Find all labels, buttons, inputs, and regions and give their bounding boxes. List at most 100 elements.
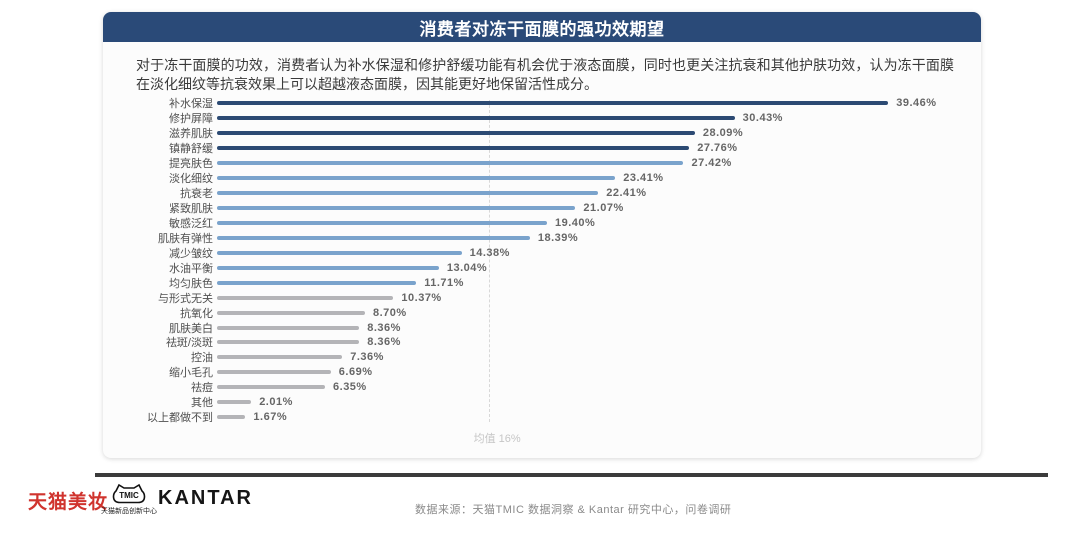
bar [217, 161, 684, 166]
card-header: 消费者对冻干面膜的强功效期望 [103, 12, 981, 42]
category-label: 祛痘 [191, 382, 213, 395]
bar [217, 191, 599, 196]
bar [217, 220, 548, 225]
bar-track: 8.36% [217, 336, 957, 348]
chart-row: 肌肤有弹性 18.39% [103, 230, 981, 245]
bar-track: 30.43% [217, 112, 957, 124]
bar [217, 101, 889, 106]
value-label: 6.35% [333, 381, 367, 394]
chart-row: 镇静舒缓 27.76% [103, 141, 981, 156]
bar-track: 10.37% [217, 292, 957, 304]
bar [217, 250, 462, 255]
chart-row: 与形式无关 10.37% [103, 290, 981, 305]
chart-row: 抗衰老 22.41% [103, 186, 981, 201]
chart-row: 水油平衡 13.04% [103, 260, 981, 275]
page-title: 消费者对冻干面膜的强功效期望 [419, 19, 665, 39]
category-label: 水油平衡 [169, 262, 213, 275]
bar [217, 310, 365, 315]
value-label: 13.04% [446, 261, 488, 274]
category-label: 滋养肌肤 [169, 128, 213, 141]
category-label: 减少皱纹 [169, 247, 213, 260]
bar [217, 131, 695, 136]
bar [217, 370, 331, 375]
category-label: 抗氧化 [180, 307, 213, 320]
bar-track: 11.71% [217, 277, 957, 289]
chart-row: 祛斑/淡斑 8.36% [103, 335, 981, 350]
category-label: 控油 [191, 352, 213, 365]
bar-track: 7.36% [217, 351, 957, 363]
bar [217, 340, 360, 345]
chart-row: 控油 7.36% [103, 350, 981, 365]
bar [217, 325, 360, 330]
chart-row: 淡化细纹 23.41% [103, 171, 981, 186]
bar [217, 235, 530, 240]
bar [217, 116, 735, 121]
bar [217, 265, 439, 270]
tmic-logo-subtext: 天猫新品创新中心 [101, 508, 157, 515]
description-text: 对于冻干面膜的功效，消费者认为补水保湿和修护舒缓功能有机会优于液态面膜，同时也更… [136, 57, 954, 92]
bar-track: 13.04% [217, 262, 957, 274]
bar [217, 146, 690, 151]
bar-track: 6.35% [217, 381, 957, 393]
chart-row: 紧致肌肤 21.07% [103, 201, 981, 216]
chart-row: 肌肤美白 8.36% [103, 320, 981, 335]
chart-row: 减少皱纹 14.38% [103, 245, 981, 260]
bar [217, 295, 394, 300]
category-label: 祛斑/淡斑 [165, 337, 213, 350]
bar-track: 21.07% [217, 202, 957, 214]
bar-track: 39.46% [217, 97, 957, 109]
bar-track: 8.70% [217, 307, 957, 319]
chart-row: 敏感泛红 19.40% [103, 216, 981, 231]
value-label: 39.46% [896, 97, 937, 110]
value-label: 21.07% [583, 202, 624, 215]
category-label: 补水保湿 [169, 98, 213, 111]
value-label: 30.43% [742, 112, 783, 125]
chart-row: 滋养肌肤 28.09% [103, 126, 981, 141]
value-label: 22.41% [606, 187, 647, 200]
bar-track: 18.39% [217, 232, 957, 244]
value-label: 8.36% [367, 321, 401, 334]
bar-track: 6.69% [217, 366, 957, 378]
value-label: 6.69% [338, 366, 373, 379]
bar [217, 355, 343, 360]
bar-track: 27.42% [217, 157, 957, 169]
bar [217, 176, 616, 181]
value-label: 23.41% [623, 172, 664, 185]
value-label: 7.36% [350, 351, 384, 364]
category-label: 修护屏障 [169, 113, 213, 126]
mean-line-label: 均值 16% [473, 433, 521, 445]
bar-track: 8.36% [217, 322, 957, 334]
value-label: 8.36% [367, 336, 401, 349]
category-label: 肌肤美白 [169, 322, 213, 335]
value-label: 27.76% [697, 142, 738, 155]
value-label: 28.09% [702, 127, 744, 140]
chart-row: 修护屏障 30.43% [103, 111, 981, 126]
category-label: 淡化细纹 [169, 173, 213, 186]
category-label: 缩小毛孔 [169, 367, 213, 380]
bar-track: 23.41% [217, 172, 957, 184]
category-label: 与形式无关 [158, 292, 213, 305]
chart-card: 消费者对冻干面膜的强功效期望 对于冻干面膜的功效，消费者认为补水保湿和修护舒缓功… [103, 12, 981, 458]
bar [217, 206, 576, 211]
bar-chart: 均值 16% 补水保湿 39.46% 修护屏障 30.43% 滋养肌肤 28.09% 镇静舒… [103, 96, 981, 458]
bar [217, 385, 326, 390]
kantar-logo: KANTAR [158, 487, 253, 509]
tmic-logo-text: TMIC [119, 491, 139, 500]
bar-track: 2.01% [217, 396, 957, 408]
data-source-text: 数据来源：天猫TMIC 数据洞察 & Kantar 研究中心，问卷调研 [415, 504, 732, 516]
value-label: 8.70% [373, 306, 407, 319]
value-label: 10.37% [401, 291, 442, 304]
value-label: 11.71% [424, 276, 464, 289]
bar-track: 1.67% [217, 411, 957, 423]
value-label: 2.01% [259, 396, 293, 409]
category-label: 均匀肤色 [169, 277, 213, 290]
bar-track: 22.41% [217, 187, 957, 199]
category-label: 其他 [191, 397, 213, 410]
tmic-logo: TMIC 天猫新品创新中心 [100, 483, 158, 516]
chart-rows-container: 补水保湿 39.46% 修护屏障 30.43% 滋养肌肤 28.09% 镇静舒缓 27.76%… [103, 96, 981, 425]
bar-track: 14.38% [217, 247, 957, 259]
bar [217, 280, 417, 285]
chart-row: 祛痘 6.35% [103, 380, 981, 395]
chart-row: 抗氧化 8.70% [103, 305, 981, 320]
chart-row: 补水保湿 39.46% [103, 96, 981, 111]
